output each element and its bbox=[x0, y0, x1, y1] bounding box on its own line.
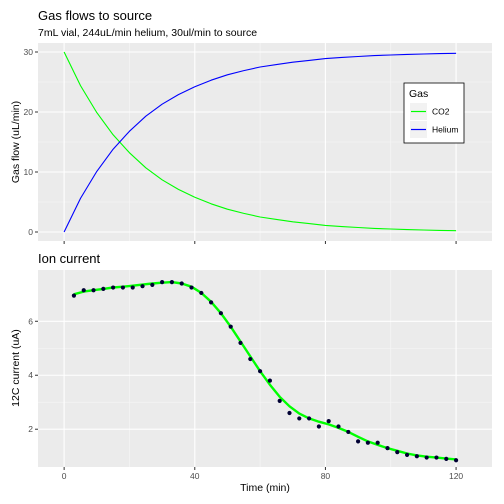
x-tick-label: 120 bbox=[449, 471, 463, 481]
top-plot-series bbox=[63, 51, 457, 233]
data-point bbox=[120, 285, 126, 290]
data-point bbox=[306, 416, 312, 421]
data-point bbox=[424, 455, 429, 460]
data-point bbox=[277, 398, 282, 403]
data-point bbox=[336, 424, 341, 429]
data-point bbox=[179, 281, 184, 286]
series-line-co2 bbox=[63, 51, 457, 232]
data-point bbox=[346, 429, 351, 435]
data-point bbox=[316, 424, 321, 429]
data-point bbox=[365, 440, 370, 445]
data-point bbox=[199, 290, 204, 296]
data-point bbox=[434, 455, 439, 460]
x-tick-label: 80 bbox=[321, 471, 331, 481]
data-point bbox=[218, 311, 224, 316]
data-point bbox=[375, 440, 380, 445]
data-point bbox=[404, 452, 410, 457]
bottom-x-axis-label: Time (min) bbox=[240, 482, 290, 494]
data-point bbox=[414, 454, 419, 459]
data-point bbox=[130, 285, 135, 290]
x-tick-label: 40 bbox=[190, 471, 200, 481]
legend-label-co2: CO2 bbox=[432, 107, 450, 117]
data-point bbox=[395, 450, 400, 455]
data-point bbox=[385, 446, 390, 451]
data-point bbox=[71, 293, 77, 298]
data-point bbox=[248, 356, 253, 362]
y-tick-label: 30 bbox=[24, 47, 34, 57]
data-point bbox=[326, 419, 331, 424]
bottom-plot-gridlines bbox=[38, 270, 492, 467]
data-point bbox=[160, 280, 165, 285]
top-chart-subtitle: 7mL vial, 244uL/min helium, 30ul/min to … bbox=[38, 27, 257, 39]
data-point bbox=[169, 280, 175, 285]
top-chart-title: Gas flows to source bbox=[38, 8, 152, 23]
data-point bbox=[228, 324, 233, 329]
data-point bbox=[238, 340, 243, 345]
data-point bbox=[287, 410, 292, 416]
data-point bbox=[209, 300, 214, 305]
legend-label-helium: Helium bbox=[432, 125, 458, 135]
y-tick-label: 0 bbox=[28, 227, 33, 237]
bottom-plot-series bbox=[71, 280, 459, 463]
data-point bbox=[355, 439, 361, 444]
data-point bbox=[91, 288, 96, 293]
data-point bbox=[267, 378, 272, 383]
y-tick-label: 2 bbox=[28, 424, 33, 434]
series-line-series-1 bbox=[73, 280, 457, 461]
y-tick-label: 6 bbox=[28, 316, 33, 326]
bottom-plot-panel bbox=[38, 270, 492, 467]
y-tick-label: 20 bbox=[24, 107, 34, 117]
data-point bbox=[297, 416, 302, 421]
x-tick-label: 0 bbox=[62, 471, 67, 481]
bottom-chart-title: Ion current bbox=[38, 251, 101, 266]
data-point bbox=[189, 285, 194, 290]
data-point bbox=[81, 288, 86, 293]
data-point bbox=[101, 286, 106, 291]
top-y-axis-label: Gas flow (uL/min) bbox=[10, 101, 22, 183]
data-point bbox=[140, 284, 145, 289]
y-tick-label: 4 bbox=[28, 370, 33, 380]
data-point bbox=[453, 458, 459, 463]
data-point bbox=[111, 285, 116, 290]
series-line-helium bbox=[63, 52, 457, 233]
data-point bbox=[444, 456, 449, 462]
bottom-y-axis-label: 12C current (uA) bbox=[10, 329, 22, 407]
data-point bbox=[258, 369, 263, 374]
top-plot-axes: 0 10 20 30 bbox=[24, 47, 457, 244]
bottom-plot-axes: 0 40 80 120 2 4 6 bbox=[28, 316, 463, 481]
legend-title: Gas bbox=[409, 88, 428, 100]
legend: Gas CO2 Helium bbox=[403, 82, 465, 144]
data-point bbox=[150, 282, 155, 287]
y-tick-label: 10 bbox=[24, 167, 34, 177]
